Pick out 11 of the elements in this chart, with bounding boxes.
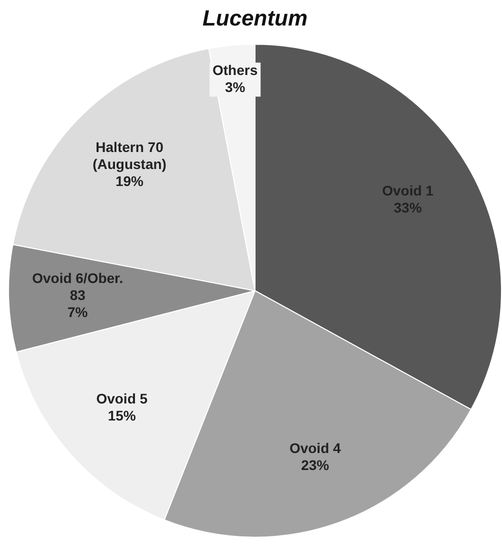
- data-label: 7%: [67, 304, 88, 320]
- data-label: 3%: [224, 79, 246, 96]
- data-label: 23%: [301, 457, 330, 474]
- slice-label: Haltern 70 (Augustan): [92, 139, 166, 172]
- chart-title: Lucentum: [202, 5, 308, 30]
- slice-label: Ovoid 4: [289, 440, 341, 456]
- slice-label: Others: [212, 62, 258, 78]
- data-label: 15%: [108, 407, 136, 424]
- slice-label: Ovoid 6/Ober. 83: [32, 270, 124, 304]
- slice-label: Ovoid 5: [96, 390, 148, 406]
- data-label: 19%: [115, 173, 144, 190]
